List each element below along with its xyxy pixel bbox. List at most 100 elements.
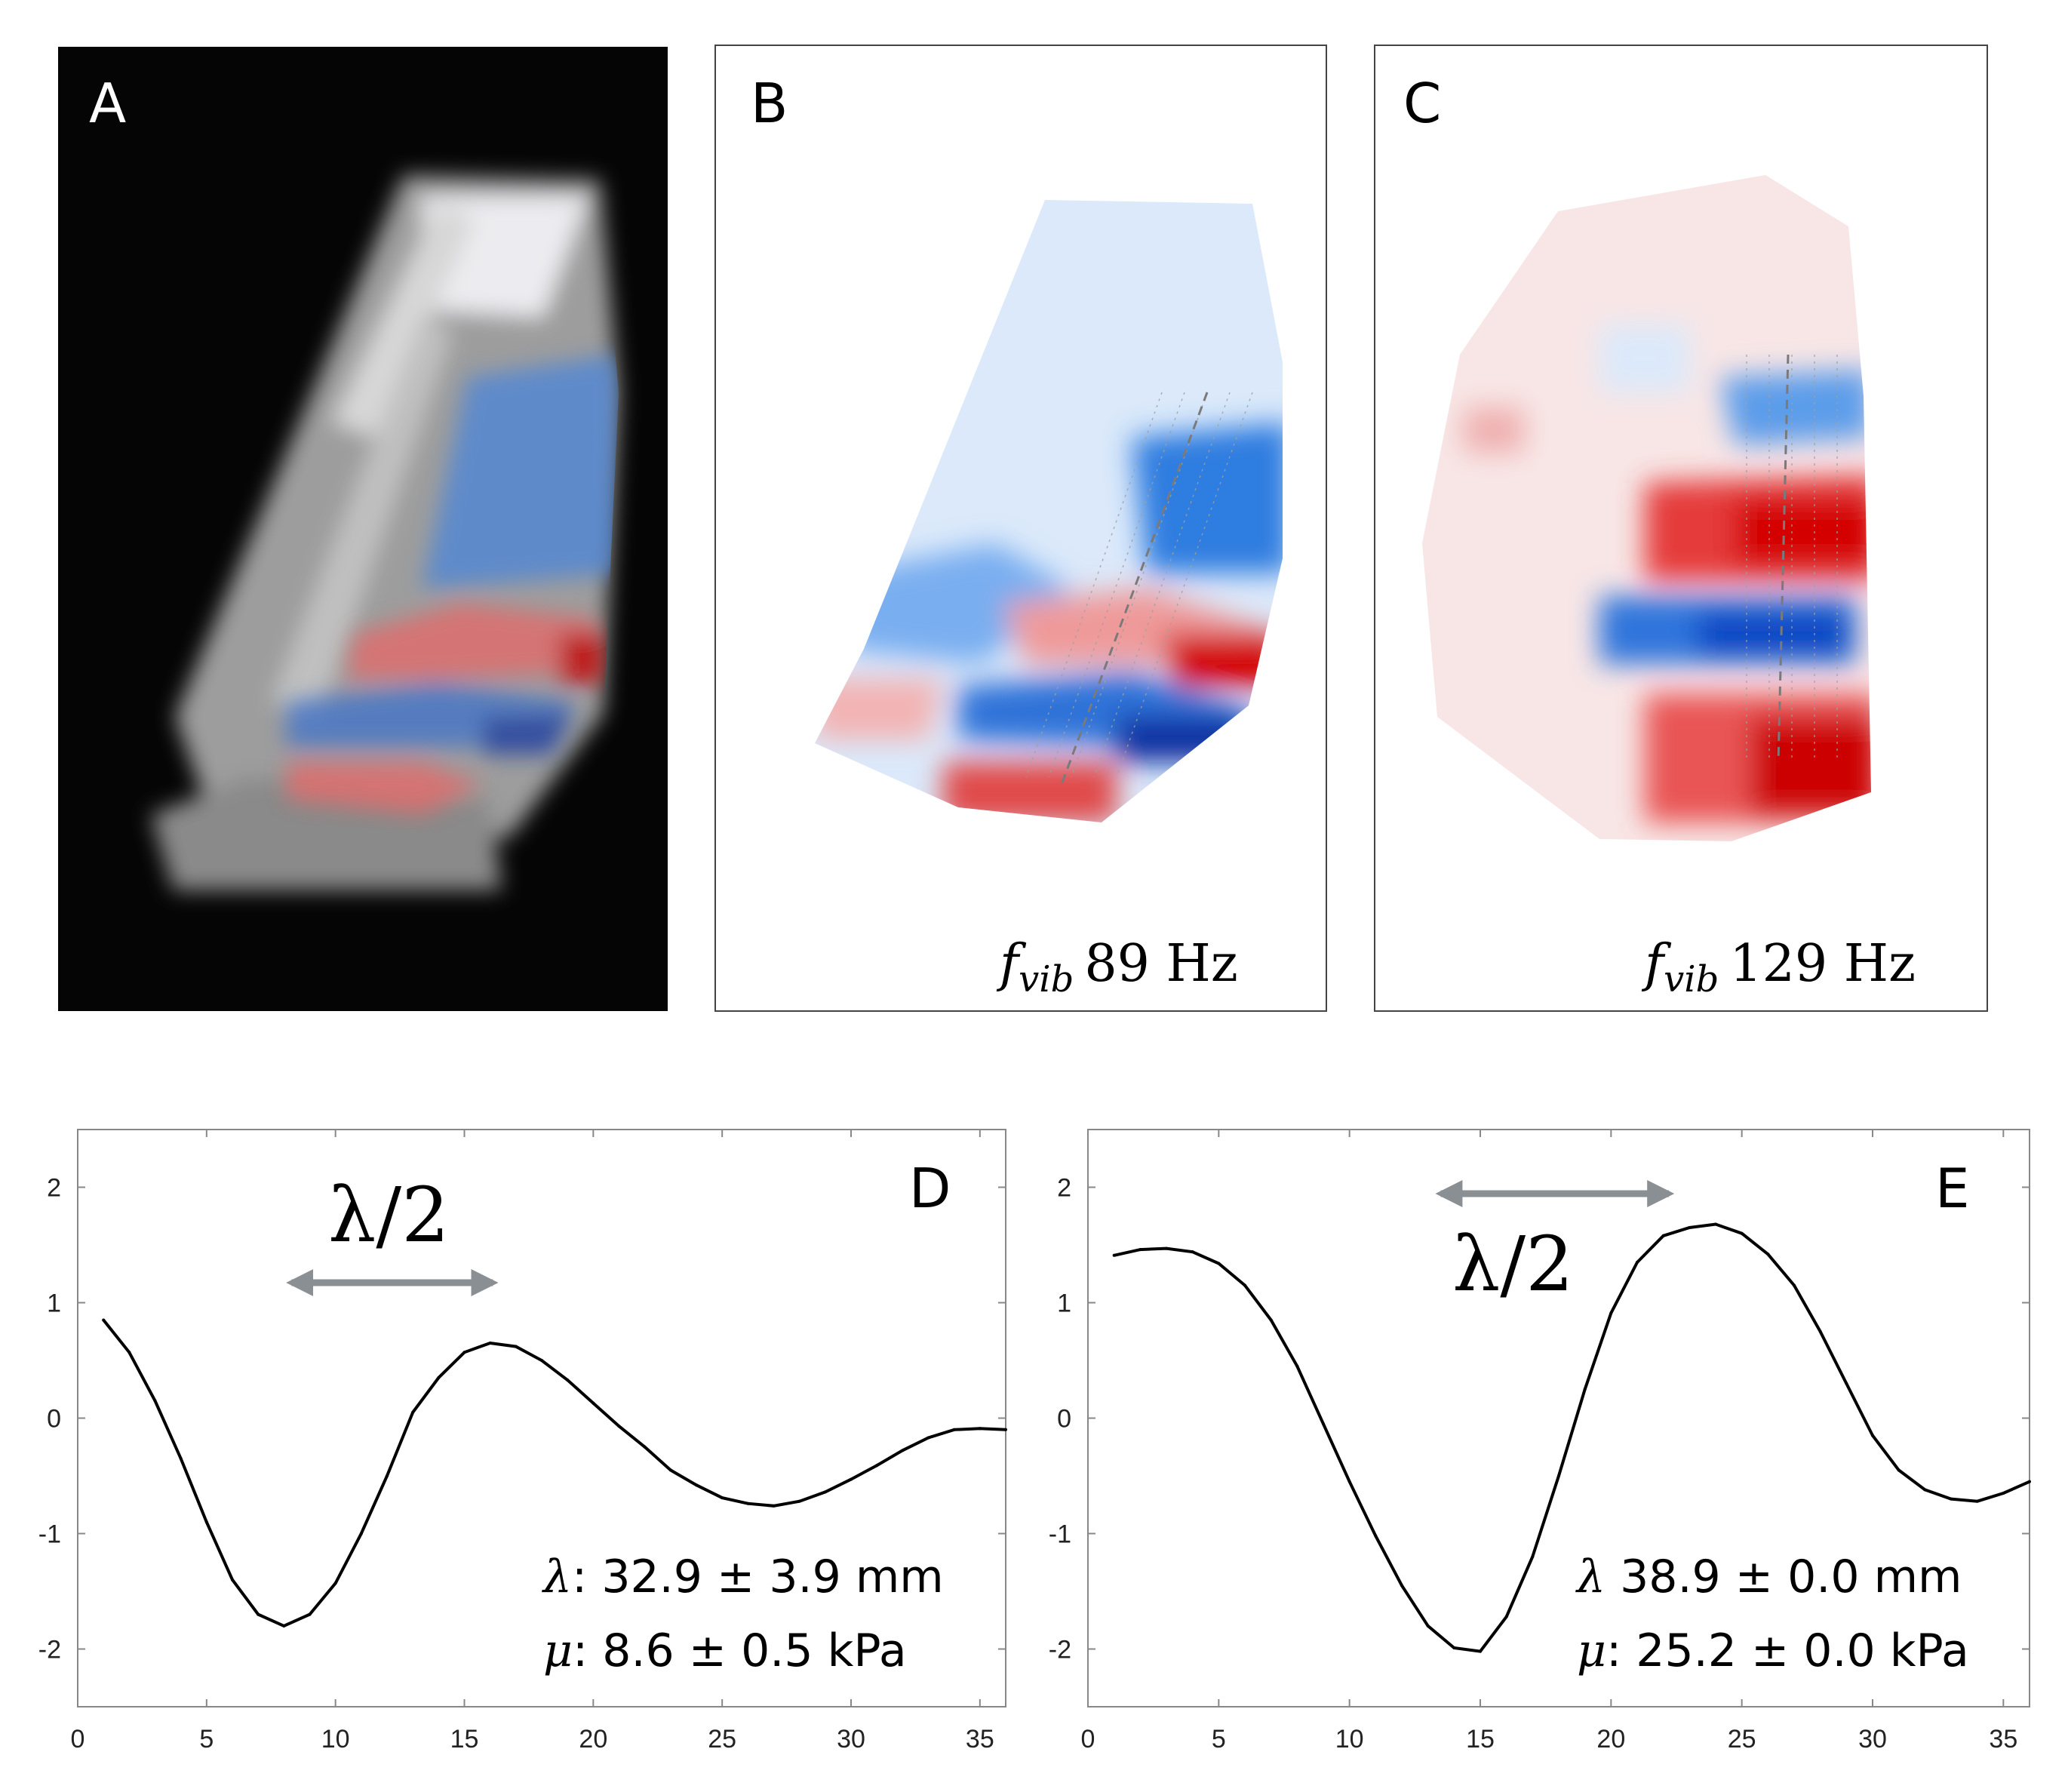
data-point bbox=[1322, 1422, 1325, 1426]
chart-e-stat-lambda-symbol: λ bbox=[1575, 1551, 1606, 1603]
data-point bbox=[772, 1504, 776, 1508]
panel-b-freq-value: 89 Hz bbox=[1084, 934, 1237, 994]
data-point bbox=[102, 1318, 106, 1322]
panel-b-freq-subscript: vib bbox=[1019, 958, 1074, 1001]
data-point bbox=[1400, 1584, 1403, 1588]
data-point bbox=[1766, 1253, 1770, 1256]
chart-e-stat-lambda: λ 38.9 ± 0.0 mm bbox=[1575, 1551, 1962, 1603]
data-point bbox=[668, 1468, 672, 1472]
data-point bbox=[721, 1496, 724, 1500]
chart-e-lambda-label: λ/2 bbox=[1452, 1220, 1574, 1308]
data-point bbox=[1793, 1283, 1796, 1287]
y-tick-label: 1 bbox=[47, 1289, 61, 1318]
panel-a-wave-overlay bbox=[287, 355, 619, 815]
data-point bbox=[1112, 1253, 1116, 1257]
x-tick-label: 35 bbox=[966, 1725, 994, 1754]
panel-c-wave-field bbox=[1464, 324, 1871, 822]
chart-d-stat-mu-text: : 8.6 ± 0.5 kPa bbox=[573, 1624, 907, 1677]
x-tick-label: 5 bbox=[1212, 1725, 1226, 1754]
data-point bbox=[1004, 1428, 1007, 1431]
data-point bbox=[1557, 1474, 1560, 1477]
y-tick-label: -1 bbox=[1049, 1520, 1071, 1549]
data-point bbox=[488, 1342, 492, 1345]
data-point bbox=[2002, 1491, 2005, 1495]
y-tick-label: 1 bbox=[1057, 1289, 1071, 1318]
data-point bbox=[1661, 1234, 1665, 1237]
data-point bbox=[437, 1376, 441, 1379]
data-point bbox=[333, 1581, 337, 1585]
panel-c-freq-subscript: vib bbox=[1664, 958, 1719, 1001]
y-tick-label: -2 bbox=[38, 1636, 61, 1664]
data-point bbox=[566, 1379, 570, 1382]
x-tick-label: 0 bbox=[1081, 1725, 1095, 1754]
chart-e-stat-mu: μ: 25.2 ± 0.0 kPa bbox=[1577, 1624, 1969, 1677]
data-point bbox=[179, 1457, 183, 1461]
x-tick-label: 30 bbox=[837, 1725, 865, 1754]
data-point bbox=[1609, 1311, 1613, 1315]
data-point bbox=[1165, 1246, 1168, 1250]
data-point bbox=[1452, 1646, 1456, 1649]
data-point bbox=[797, 1499, 801, 1503]
x-tick-label: 10 bbox=[1335, 1725, 1364, 1754]
x-tick-label: 10 bbox=[321, 1725, 350, 1754]
chart-d-stat-lambda-symbol: λ bbox=[542, 1551, 572, 1603]
data-point bbox=[1688, 1226, 1692, 1230]
data-point bbox=[901, 1449, 905, 1452]
chart-d-points bbox=[102, 1318, 1007, 1628]
y-tick-label: 0 bbox=[1057, 1405, 1071, 1434]
chart-d-stat-lambda-text: : 32.9 ± 3.9 mm bbox=[572, 1551, 944, 1603]
data-point bbox=[282, 1624, 286, 1628]
data-point bbox=[257, 1612, 260, 1616]
data-point bbox=[1374, 1534, 1378, 1538]
data-point bbox=[1295, 1364, 1299, 1368]
data-point bbox=[1138, 1248, 1142, 1252]
data-point bbox=[1583, 1388, 1587, 1391]
data-point bbox=[462, 1351, 466, 1354]
data-point bbox=[1950, 1497, 1953, 1501]
x-tick-label: 35 bbox=[1989, 1725, 2017, 1754]
y-tick-label: -2 bbox=[1049, 1636, 1071, 1664]
y-tick-label: -1 bbox=[38, 1520, 61, 1549]
data-point bbox=[1426, 1624, 1430, 1628]
data-point bbox=[592, 1401, 595, 1405]
data-point bbox=[359, 1532, 363, 1535]
data-point bbox=[926, 1436, 930, 1440]
x-tick-label: 15 bbox=[1466, 1725, 1495, 1754]
data-point bbox=[1347, 1480, 1351, 1483]
chart-e-stat-mu-symbol: μ bbox=[1577, 1624, 1606, 1677]
data-point bbox=[231, 1578, 234, 1581]
chart-d-axes bbox=[77, 1129, 1006, 1707]
data-point bbox=[1923, 1488, 1927, 1492]
panel-b: B fvib 89 Hz bbox=[714, 45, 1327, 1012]
panel-a: A bbox=[58, 47, 668, 1011]
chart-d-curve bbox=[102, 1319, 1006, 1628]
panel-b-freq-label: fvib 89 Hz bbox=[996, 934, 1238, 1001]
panel-b-profile-line bbox=[1059, 392, 1209, 789]
x-tick-label: 5 bbox=[199, 1725, 214, 1754]
chart-d-letter: D bbox=[909, 1157, 951, 1220]
x-tick-label: 20 bbox=[1596, 1725, 1625, 1754]
y-tick-label: 2 bbox=[1057, 1174, 1071, 1203]
data-point bbox=[1479, 1649, 1482, 1653]
chart-e-curve bbox=[1114, 1222, 2030, 1653]
x-tick-label: 20 bbox=[579, 1725, 607, 1754]
data-point bbox=[1269, 1318, 1273, 1322]
data-point bbox=[1217, 1262, 1221, 1265]
panel-b-mask bbox=[815, 200, 1283, 822]
data-point bbox=[1191, 1250, 1194, 1254]
x-tick-label: 0 bbox=[71, 1725, 85, 1754]
data-point bbox=[643, 1445, 647, 1449]
data-point bbox=[2028, 1480, 2031, 1483]
chart-e-axes bbox=[1087, 1129, 2030, 1707]
data-point bbox=[1636, 1260, 1639, 1264]
data-point bbox=[617, 1425, 621, 1428]
data-point bbox=[1818, 1329, 1822, 1333]
data-point bbox=[1897, 1468, 1901, 1472]
x-tick-label: 25 bbox=[708, 1725, 736, 1754]
data-point bbox=[128, 1351, 131, 1354]
data-point bbox=[875, 1464, 879, 1468]
